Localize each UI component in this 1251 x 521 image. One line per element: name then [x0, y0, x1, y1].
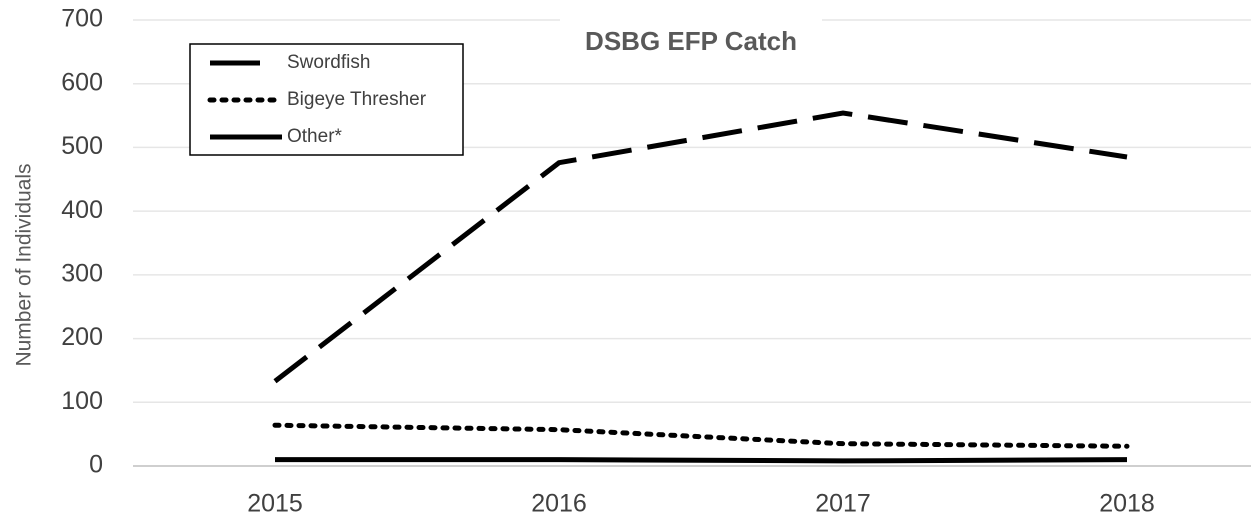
chart-title: DSBG EFP Catch [585, 26, 797, 56]
y-axis-label: Number of Individuals [13, 163, 36, 366]
legend-label: Other* [287, 126, 343, 147]
y-tick-label: 500 [61, 132, 103, 160]
legend-label: Swordfish [287, 52, 370, 73]
y-tick-label: 300 [61, 259, 103, 287]
x-tick-label: 2015 [247, 490, 303, 518]
title-box [560, 14, 822, 70]
legend-label: Bigeye Thresher [287, 89, 427, 110]
series-line [275, 457, 1128, 464]
series-line [272, 422, 1130, 449]
y-tick-label: 600 [61, 68, 103, 96]
x-tick-label: 2018 [1099, 490, 1155, 518]
y-tick-label: 200 [61, 323, 103, 351]
y-tick-label: 0 [89, 451, 103, 479]
y-tick-label: 400 [61, 196, 103, 224]
series-line [273, 110, 1128, 384]
y-tick-label: 700 [61, 5, 103, 33]
x-tick-label: 2017 [815, 490, 871, 518]
y-tick-label: 100 [61, 387, 103, 415]
x-tick-label: 2016 [531, 490, 587, 518]
